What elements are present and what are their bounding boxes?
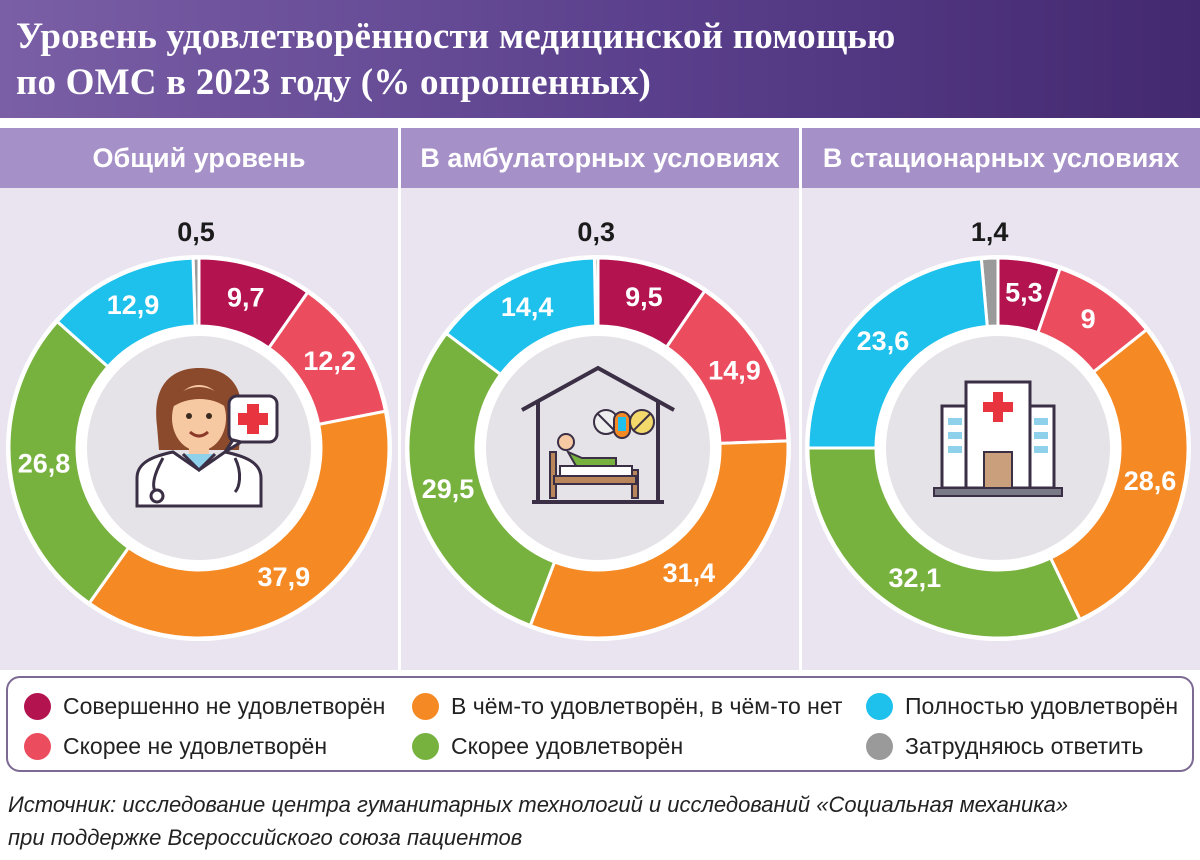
panel-title-inpatient: В стационарных условиях [802,128,1200,188]
source-line-1: Источник: исследование центра гуманитарн… [8,792,1069,817]
legend-item-fully-satisfied: Полностью удовлетворён [866,688,1178,724]
panel-outpatient: В амбулаторных условиях [401,128,799,670]
legend-swatch [412,692,439,720]
legend-label: Скорее удовлетворён [451,732,684,759]
legend-item-rather-unsatisfied: Скорее не удовлетворён [24,728,327,764]
legend-swatch [24,692,51,720]
panel-title-general: Общий уровень [0,128,398,188]
legend-item-very-unsatisfied: Совершенно не удовлетворён [24,688,385,724]
legend-label: Затрудняюсь ответить [905,732,1144,759]
legend-item-rather-satisfied: Скорее удовлетворён [412,728,683,764]
page-title: Уровень удовлетворённости медицинской по… [16,14,1200,106]
panel-title-outpatient: В амбулаторных условиях [401,128,799,188]
legend-swatch [866,692,893,720]
legend-swatch [412,732,439,760]
legend-label: Совершенно не удовлетворён [63,692,386,719]
legend-item-hard-to-say: Затрудняюсь ответить [866,728,1143,764]
source-line-2: при поддержке Всероссийского союза пацие… [8,825,523,850]
panel-inpatient: В стационарных условиях [802,128,1200,670]
panel-general: Общий уровень [0,128,398,670]
legend-label: Скорее не удовлетворён [63,732,328,759]
legend-item-partly-satisfied: В чём-то удовлетворён, в чём-то нет [412,688,842,724]
legend: Совершенно не удовлетворён Скорее не удо… [6,676,1194,772]
legend-swatch [24,732,51,760]
title-line-2: по ОМС в 2023 году (% опрошенных) [16,62,652,103]
legend-label: В чём-то удовлетворён, в чём-то нет [451,692,843,719]
source-note: Источник: исследование центра гуманитарн… [8,788,1198,854]
legend-swatch [866,732,893,760]
header-banner: Уровень удовлетворённости медицинской по… [0,0,1200,118]
legend-label: Полностью удовлетворён [905,692,1179,719]
title-line-1: Уровень удовлетворённости медицинской по… [16,16,896,57]
